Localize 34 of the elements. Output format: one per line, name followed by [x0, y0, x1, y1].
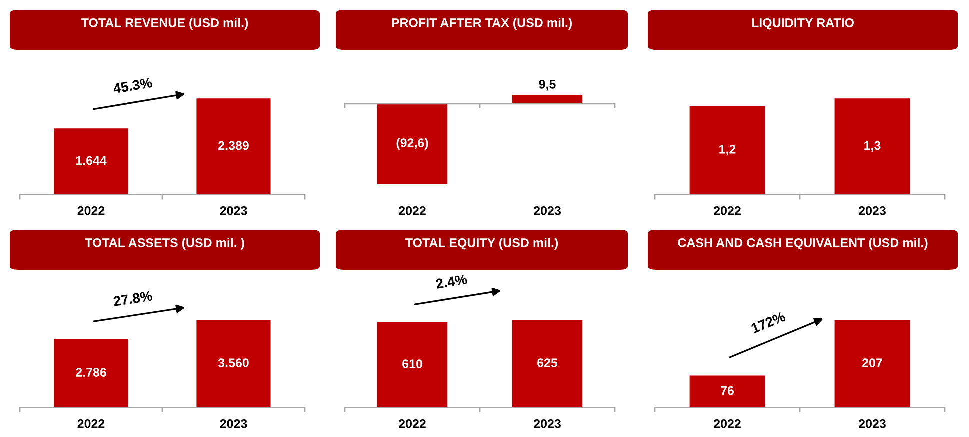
data-label: 76 [721, 386, 734, 396]
x-tick-label: 2023 [859, 206, 886, 216]
x-tick-label: 2022 [78, 419, 105, 428]
x-tick-label: 2023 [859, 419, 886, 428]
x-tick-label: 2023 [534, 206, 561, 216]
x-tick-label: 2023 [220, 206, 248, 216]
chart-title: TOTAL ASSETS (USD mil. ) [85, 238, 244, 250]
x-tick-label: 2022 [714, 419, 741, 428]
text: 27.8% [113, 290, 153, 306]
x-tick-label: 2022 [714, 206, 741, 216]
data-label: (92,6) [396, 138, 428, 150]
x-tick-label: 2023 [220, 419, 248, 428]
chart-title: TOTAL REVENUE (USD mil.) [81, 18, 248, 30]
data-label: 1,2 [720, 145, 736, 156]
data-label: 610 [402, 360, 422, 368]
data-label: 2.786 [76, 368, 106, 377]
data-label: 1.644 [76, 156, 107, 166]
text: 45.3% [112, 78, 153, 94]
data-label: 3.560 [218, 358, 249, 368]
x-tick-label: 2022 [399, 206, 426, 216]
x-tick-label: 2022 [399, 419, 426, 428]
annotation: 172% [750, 311, 786, 334]
x-tick-label: 2022 [78, 206, 105, 216]
x-tick-label: 2023 [534, 419, 561, 428]
chart-title: CASH AND CASH EQUIVALENT (USD mil.) [678, 238, 928, 250]
chart-title: LIQUIDITY RATIO [752, 18, 854, 30]
text: 2.4% [436, 274, 468, 290]
data-label: 207 [862, 358, 882, 368]
data-label: 2.389 [218, 141, 249, 150]
chart-title: PROFIT AFTER TAX (USD mil.) [392, 18, 572, 30]
data-label: 625 [538, 358, 558, 368]
data-label: 9,5 [539, 80, 556, 91]
chart-title: TOTAL EQUITY (USD mil.) [406, 238, 558, 250]
data-label: 1,3 [864, 141, 881, 152]
